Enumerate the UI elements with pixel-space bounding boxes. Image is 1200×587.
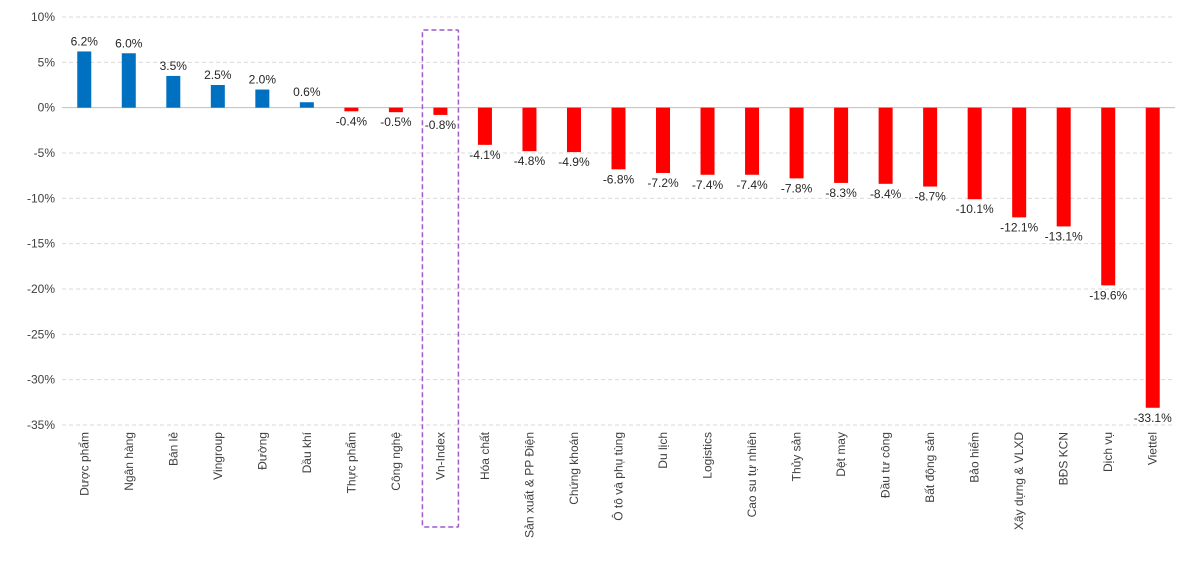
category-label: Công nghệ: [389, 432, 403, 491]
bar: [388, 107, 403, 113]
y-tick-label: 0%: [38, 101, 56, 115]
data-label: -8.7%: [914, 190, 946, 204]
bar: [834, 107, 849, 183]
bar: [299, 102, 314, 108]
data-label: -7.4%: [692, 178, 724, 192]
data-label: -6.8%: [603, 172, 635, 186]
data-label: 0.6%: [293, 85, 321, 99]
category-label: Đầu tư công: [879, 432, 893, 498]
data-label: -12.1%: [1000, 220, 1038, 234]
category-label: Sản xuất & PP Điện: [522, 432, 536, 538]
data-label: -7.2%: [647, 176, 679, 190]
category-label: Bất động sản: [923, 432, 937, 503]
bar: [1012, 107, 1027, 218]
category-label: Xây dựng & VLXD: [1012, 432, 1026, 530]
category-label: Vingroup: [211, 432, 225, 480]
category-label: Logistics: [701, 432, 715, 479]
y-tick-label: 10%: [31, 10, 55, 24]
bar: [566, 107, 581, 153]
bar: [166, 75, 181, 108]
category-labels: Dược phẩm Ngân hàng Bán lẻ Vingroup Đường Dầu…: [77, 431, 1159, 538]
bar: [255, 89, 270, 108]
category-label: Dệt may: [834, 432, 848, 477]
bar: [477, 107, 492, 145]
y-tick-label: -15%: [27, 237, 55, 251]
data-label: -7.8%: [781, 181, 813, 195]
category-label: Dược phẩm: [77, 432, 91, 496]
category-label: Ngân hàng: [122, 432, 136, 491]
category-label: Dịch vụ: [1101, 432, 1115, 472]
y-axis-tick-labels: 10% 5% 0% -5% -10% -15% -20% -25% -30% -35%: [27, 10, 55, 432]
bar: [923, 107, 938, 187]
y-tick-label: -25%: [27, 327, 55, 341]
data-label: -19.6%: [1089, 288, 1127, 302]
bar: [433, 107, 448, 115]
data-label: 6.2%: [71, 34, 99, 48]
bar: [344, 107, 359, 112]
bars: [77, 51, 1160, 408]
category-label: Bảo hiểm: [968, 432, 982, 483]
data-label: 2.0%: [249, 73, 277, 87]
bar: [522, 107, 537, 152]
y-tick-label: -30%: [27, 373, 55, 387]
category-label: Viettel: [1146, 432, 1160, 465]
bar: [121, 53, 136, 108]
data-label: -8.4%: [870, 187, 902, 201]
bar: [700, 107, 715, 175]
data-label: -0.8%: [425, 118, 457, 132]
bar: [1145, 107, 1160, 408]
data-label: 2.5%: [204, 68, 232, 82]
data-label: 3.5%: [160, 59, 188, 73]
data-label: -4.8%: [514, 154, 546, 168]
category-label: Dầu khí: [300, 431, 314, 473]
data-label: 6.0%: [115, 36, 143, 50]
data-label: -4.1%: [469, 148, 501, 162]
bar: [967, 107, 982, 200]
data-label: -4.9%: [558, 155, 590, 169]
category-label: Chứng khoán: [567, 432, 581, 505]
vn-index-highlight-box: [421, 29, 460, 528]
category-label: Hóa chất: [478, 431, 492, 480]
bar: [656, 107, 671, 173]
category-label: Ô tô và phụ tùng: [611, 432, 626, 521]
bar: [789, 107, 804, 179]
y-tick-label: -35%: [27, 418, 55, 432]
y-tick-label: -10%: [27, 191, 55, 205]
bar: [611, 107, 626, 170]
category-label: BĐS KCN: [1057, 432, 1071, 485]
data-labels: 6.2% 6.0% 3.5% 2.5% 2.0% 0.6% -0.4% -0.5% -0.8% -…: [71, 34, 1172, 424]
bar: [210, 85, 225, 108]
category-label: Cao su tự nhiên: [745, 432, 759, 517]
bar: [1101, 107, 1116, 286]
data-label: -0.5%: [380, 115, 412, 129]
bar: [77, 51, 92, 108]
category-label: Thủy sản: [790, 432, 804, 481]
highlight-box-group: [421, 29, 460, 528]
data-label: -0.4%: [336, 114, 368, 128]
bar: [878, 107, 893, 184]
y-tick-label: 5%: [38, 55, 56, 69]
bar: [745, 107, 760, 175]
bar: [1056, 107, 1071, 227]
data-label: -13.1%: [1045, 229, 1083, 243]
data-label: -7.4%: [736, 178, 768, 192]
data-label: -10.1%: [956, 202, 994, 216]
y-tick-label: -20%: [27, 282, 55, 296]
data-label: -33.1%: [1134, 411, 1172, 425]
category-label: Du lịch: [656, 432, 670, 469]
data-label: -8.3%: [825, 186, 857, 200]
category-label: Đường: [255, 432, 269, 470]
category-label: Thực phẩm: [344, 432, 358, 493]
grid-lines: [62, 16, 1175, 426]
y-tick-label: -5%: [34, 146, 56, 160]
category-label: Vn-Index: [433, 432, 447, 480]
category-label: Bán lẻ: [166, 432, 180, 466]
